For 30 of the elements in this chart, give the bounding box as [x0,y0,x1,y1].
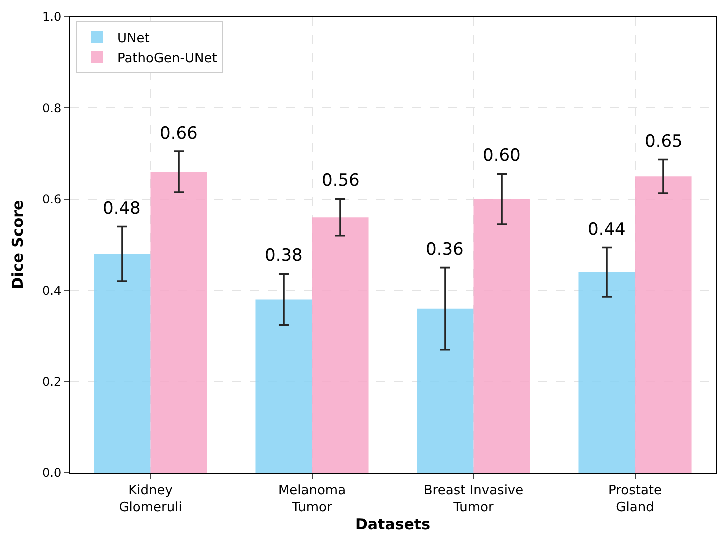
legend-label: UNet [117,32,150,47]
legend-label: PathoGen-UNet [117,51,218,66]
bar [94,254,151,473]
y-tick-label: 0.2 [42,375,62,389]
data-label: 0.48 [103,199,141,219]
bar [578,272,636,473]
x-tick-label: Melanoma Tumor [278,484,346,516]
y-tick-label: 0.6 [42,192,62,207]
bar [417,308,474,473]
bar [635,176,692,473]
data-label: 0.44 [588,220,626,240]
bar [256,300,312,473]
x-tick-label: Prostate Gland [608,484,662,516]
y-axis-title: Dice Score [8,200,27,290]
data-label: 0.36 [426,240,464,260]
data-label: 0.65 [645,132,683,152]
data-label: 0.56 [322,171,360,191]
y-tick-label: 0.4 [42,284,62,298]
y-tick-label: 0.0 [42,466,62,480]
y-tick-label: 1.0 [42,10,62,24]
bar [474,199,530,473]
x-axis-title: Datasets [355,516,431,534]
x-tick-label: Breast Invasive Tumor [424,484,524,516]
bar [312,218,369,473]
data-label: 0.66 [160,124,198,144]
data-label: 0.38 [265,246,303,266]
data-label: 0.60 [483,146,521,166]
bar [150,172,208,473]
x-tick-label: Kidney Glomeruli [119,484,182,516]
y-tick-label: 0.8 [42,101,62,116]
